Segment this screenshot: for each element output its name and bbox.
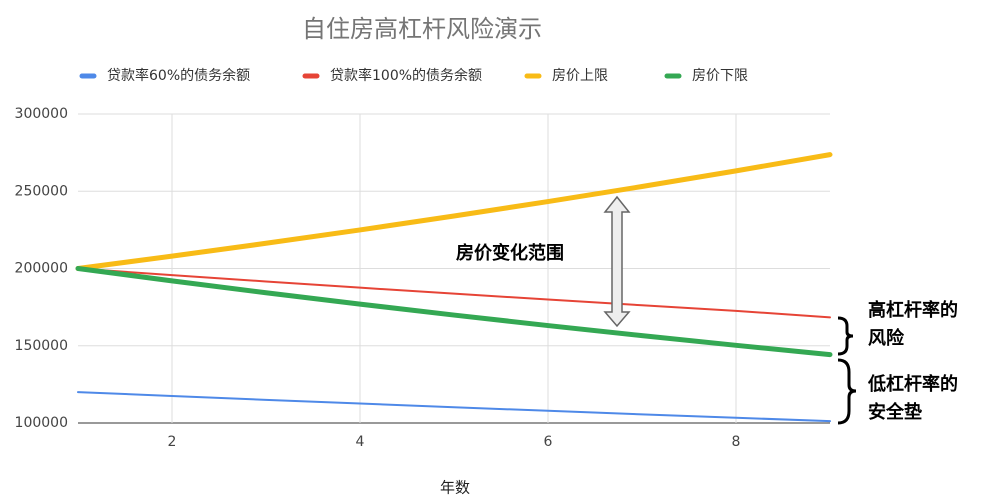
series-line [75,266,833,358]
x-tick-label: 2 [168,434,177,450]
legend-item: 贷款率100%的债务余额 [302,67,482,84]
x-tick-label: 6 [544,434,553,450]
plot-area: 100000 150000 200000 250000 300000 2 4 6 8 [15,106,833,450]
y-tick-label: 300000 [15,106,68,122]
annotation: 高杠杆率的 [868,299,958,321]
x-axis-label: 年数 [440,479,470,497]
y-tick-label: 250000 [15,183,68,199]
range-arrow [603,195,631,328]
legend-item: 房价上限 [524,68,608,84]
legend-item: 贷款率60%的债务余额 [79,67,250,84]
y-tick-label: 100000 [15,415,68,431]
legend-label: 房价下限 [692,68,748,84]
chart-title: 自住房高杠杆风险演示 [302,15,542,43]
x-tick-label: 4 [356,434,365,450]
series-line [77,267,831,319]
annotation: 安全垫 [868,401,922,423]
x-tick-label: 8 [732,434,741,450]
legend-item: 房价下限 [664,68,748,84]
legend-label: 贷款率100%的债务余额 [330,67,482,84]
brace [837,358,857,425]
annotation: 低杠杆率的 [867,373,958,395]
brace [837,316,854,356]
legend-label: 房价上限 [552,68,608,84]
annotation: 房价变化范围 [456,242,564,264]
series-line [77,391,831,423]
y-tick-label: 150000 [15,338,68,354]
annotation: 风险 [868,327,905,349]
y-tick-label: 200000 [15,261,68,277]
legend-label: 贷款率60%的债务余额 [107,67,250,84]
series-line [75,152,833,271]
